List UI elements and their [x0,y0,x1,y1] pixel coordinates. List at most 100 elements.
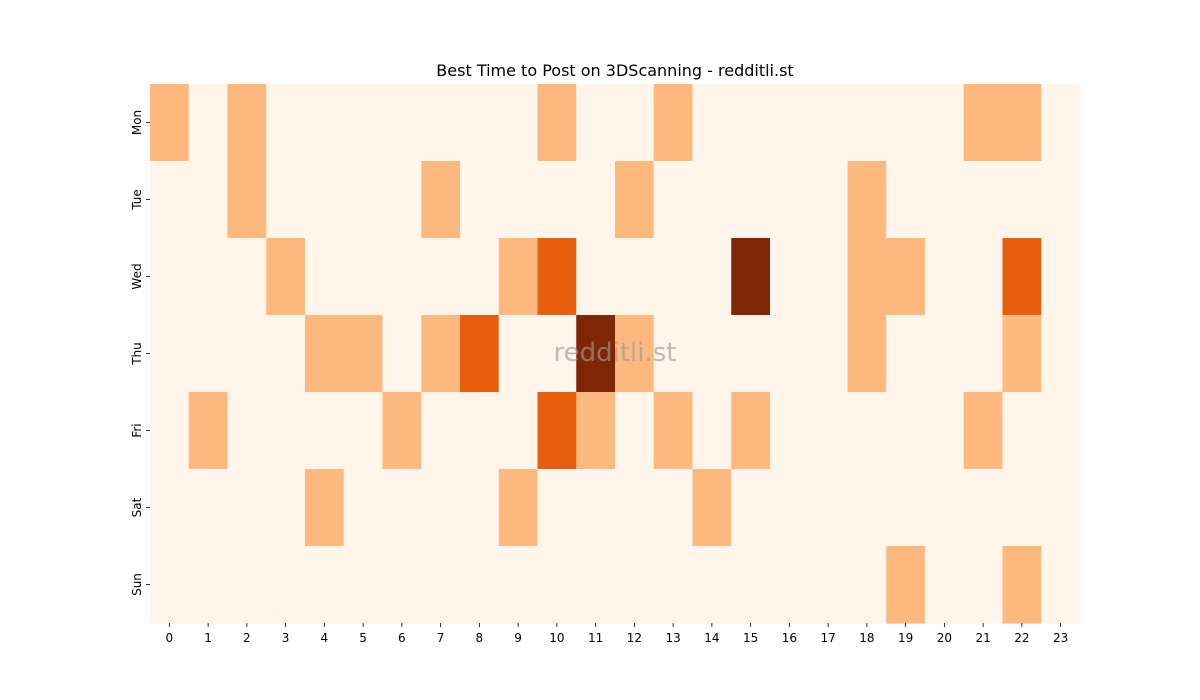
heatmap-cell-wed-19 [886,238,926,316]
y-tick-label-thu: Thu [130,342,144,366]
x-tick-label: 5 [359,631,367,645]
heatmap-cell-thu-20 [925,315,965,393]
x-tick-label: 15 [743,631,758,645]
heatmap-cell-mon-9 [498,84,539,162]
heatmap-cell-sun-20 [925,546,965,624]
x-tick-label: 10 [549,631,564,645]
heatmap-cell-fri-12 [615,392,655,470]
y-tick-label-sun: Sun [130,573,144,596]
y-axis: Mon Tue Wed Thu Fri Sat Sun [130,110,150,596]
heatmap-cells [150,84,1081,624]
heatmap-cell-tue-1 [188,161,229,239]
heatmap-cell-mon-6 [382,84,422,162]
x-tick-label: 7 [437,631,445,645]
heatmap-cell-sat-10 [537,469,577,547]
heatmap-cell-tue-3 [266,161,306,239]
heatmap-cell-mon-22 [1002,84,1042,162]
heatmap-cell-sat-1 [188,469,229,547]
x-tick-label: 3 [282,631,290,645]
heatmap-cell-thu-22 [1002,315,1042,393]
heatmap-cell-wed-20 [925,238,965,316]
heatmap-cell-sat-2 [227,469,267,547]
heatmap-cell-sun-18 [847,546,887,624]
heatmap-cell-fri-22 [1002,392,1042,470]
heatmap-cell-fri-4 [305,392,345,470]
heatmap-cell-mon-19 [886,84,926,162]
heatmap-cell-wed-21 [963,238,1004,316]
heatmap-cell-thu-17 [808,315,849,393]
heatmap-cell-mon-10 [537,84,577,162]
heatmap-cell-fri-5 [343,392,384,470]
heatmap-cell-tue-4 [305,161,345,239]
heatmap-cell-tue-9 [498,161,539,239]
heatmap-cell-sun-13 [653,546,694,624]
heatmap-cell-thu-21 [963,315,1004,393]
heatmap-cell-thu-10 [537,315,577,393]
heatmap-cell-sat-22 [1002,469,1042,547]
heatmap-cell-wed-14 [692,238,732,316]
heatmap-cell-wed-3 [266,238,306,316]
heatmap-cell-wed-0 [150,238,190,316]
heatmap-cell-sat-20 [925,469,965,547]
heatmap-cell-sat-9 [498,469,539,547]
heatmap-cell-sat-6 [382,469,422,547]
heatmap-cell-fri-19 [886,392,926,470]
heatmap-cell-tue-18 [847,161,887,239]
heatmap-cell-tue-10 [537,161,577,239]
heatmap-cell-sun-5 [343,546,384,624]
x-tick-label: 23 [1053,631,1068,645]
y-tick-label-fri: Fri [130,423,144,437]
heatmap-cell-wed-8 [460,238,500,316]
heatmap-cell-sun-1 [188,546,229,624]
heatmap-cell-mon-2 [227,84,267,162]
heatmap-cell-thu-3 [266,315,306,393]
y-tick-label-wed: Wed [130,263,144,289]
heatmap-cell-tue-17 [808,161,849,239]
x-tick-label: 20 [937,631,952,645]
heatmap-cell-fri-6 [382,392,422,470]
heatmap-cell-thu-8 [460,315,500,393]
heatmap-cell-sat-19 [886,469,926,547]
heatmap-cell-fri-3 [266,392,306,470]
heatmap-cell-sun-3 [266,546,306,624]
heatmap-cell-mon-14 [692,84,732,162]
heatmap-cell-wed-12 [615,238,655,316]
x-tick-label: 18 [859,631,874,645]
heatmap-cell-mon-23 [1041,84,1081,162]
heatmap-cell-fri-18 [847,392,887,470]
heatmap-cell-wed-16 [770,238,810,316]
heatmap-cell-sun-0 [150,546,190,624]
heatmap-cell-sat-0 [150,469,190,547]
heatmap-cell-fri-1 [188,392,229,470]
heatmap-cell-thu-9 [498,315,539,393]
heatmap-cell-tue-14 [692,161,732,239]
heatmap-cell-sat-8 [460,469,500,547]
heatmap-cell-fri-11 [576,392,616,470]
chart-title: Best Time to Post on 3DScanning - reddit… [436,61,793,80]
x-tick-label: 9 [514,631,522,645]
heatmap-cell-wed-23 [1041,238,1081,316]
heatmap-cell-fri-23 [1041,392,1081,470]
heatmap-cell-tue-0 [150,161,190,239]
heatmap-cell-sat-16 [770,469,810,547]
heatmap-cell-sun-16 [770,546,810,624]
heatmap-cell-sat-15 [731,469,771,547]
watermark: redditli.st [554,338,677,368]
heatmap-cell-wed-18 [847,238,887,316]
heatmap-cell-sun-21 [963,546,1004,624]
heatmap-cell-sat-18 [847,469,887,547]
x-tick-label: 4 [321,631,329,645]
heatmap-cell-thu-2 [227,315,267,393]
heatmap-cell-fri-14 [692,392,732,470]
heatmap-cell-mon-0 [150,84,190,162]
heatmap-cell-fri-10 [537,392,577,470]
heatmap-cell-tue-22 [1002,161,1042,239]
heatmap-cell-fri-20 [925,392,965,470]
heatmap-cell-wed-17 [808,238,849,316]
heatmap-cell-fri-16 [770,392,810,470]
x-tick-label: 16 [782,631,797,645]
heatmap-cell-sat-23 [1041,469,1081,547]
heatmap-cell-thu-7 [421,315,461,393]
heatmap-cell-sat-14 [692,469,732,547]
